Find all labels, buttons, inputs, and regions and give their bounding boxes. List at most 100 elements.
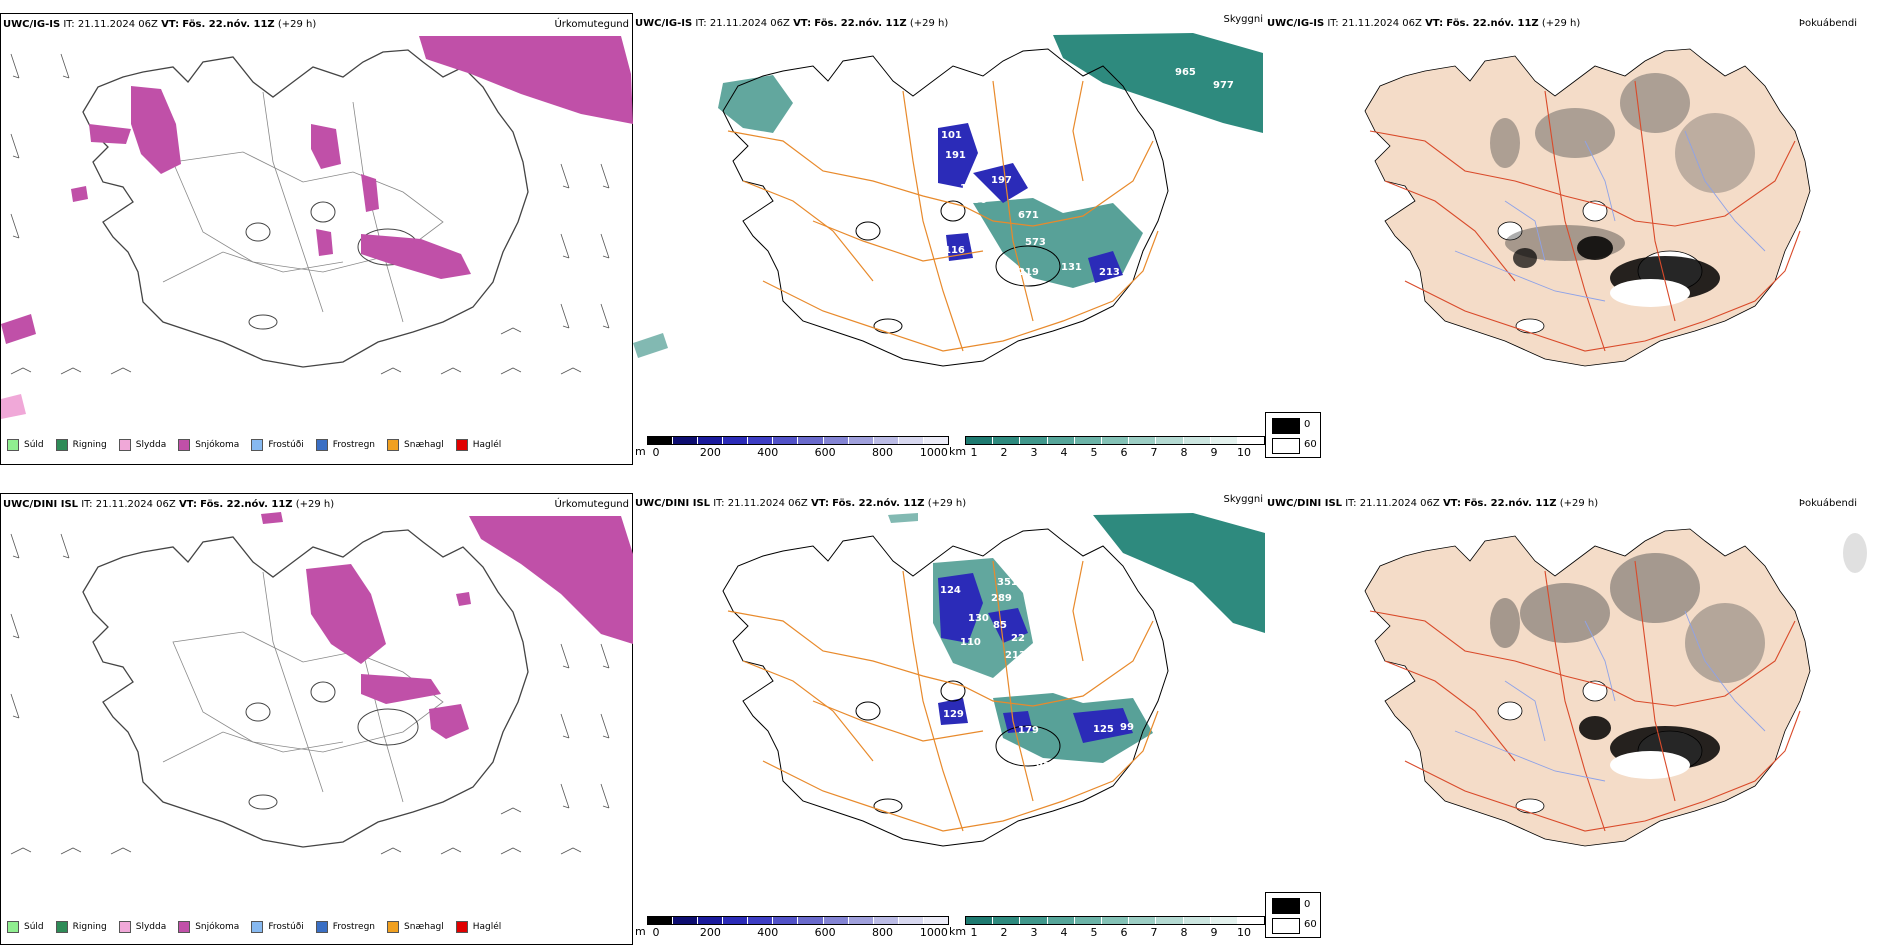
svg-text:931: 931 [1036,761,1057,772]
svg-text:977: 977 [1213,80,1234,91]
height-colorbar-strip [647,436,949,445]
snow-areas [1,36,633,419]
fog-legend-dark [1272,898,1300,914]
km-colorbar: km 1 2 3 4 5 6 7 8 9 10 [949,916,1265,940]
low-visibility-areas [888,513,1265,763]
km-colorbar: km 1 2 3 4 5 6 7 8 9 10 [949,436,1265,460]
fog-header-row1: UWC/IG-IS IT: 21.11.2024 06Z VT: Fös. 22… [1267,18,1581,29]
precip-legend: Súld Rigning Slydda Snjókoma Frostúði Fr… [7,921,501,933]
swatch-freezing-rain [315,921,328,933]
visibility-panel-row2: 124 351 289 130 110 85 22 213 129 179 12… [633,493,1265,945]
svg-text:351: 351 [997,577,1018,588]
km-ticks: 1 2 3 4 5 6 7 8 9 10 [970,926,1252,939]
low-visibility-areas [633,33,1263,358]
km-colorbar-strip [965,436,1265,445]
snow-areas [261,512,633,739]
swatch-rain [55,439,68,451]
fog-map [1265,13,1900,433]
precip-map [10,512,633,855]
legend-item: Snjókoma [178,921,239,933]
svg-text:136: 136 [966,195,987,206]
svg-text:965: 965 [1175,67,1196,78]
legend-item: Snjókoma [178,439,239,451]
swatch-hail [455,439,468,451]
swatch-snow [178,921,191,933]
visibility-panel-row1: 965 977 101 191 138 136 197 671 573 116 … [633,13,1265,465]
fog-shading [1490,73,1755,307]
svg-text:99: 99 [1120,722,1134,733]
svg-text:191: 191 [945,150,966,161]
fog-panel-row2: UWC/DINI ISL IT: 21.11.2024 06Z VT: Fös.… [1265,493,1900,945]
precip-legend: Súld Rigning Slydda Snjókoma Frostúði Fr… [7,439,501,451]
legend-item: Slydda [118,921,166,933]
precip-header-row2: UWC/DINI ISL IT: 21.11.2024 06Z VT: Fös.… [3,499,335,510]
fog-header-row2: UWC/DINI ISL IT: 21.11.2024 06Z VT: Fös.… [1267,498,1599,509]
swatch-hail [455,921,468,933]
swatch-freezing-rain [315,439,328,451]
svg-text:110: 110 [960,637,981,648]
height-colorbar: m 0 200 400 600 800 1000 [635,916,949,940]
km-ticks: 1 2 3 4 5 6 7 8 9 10 [970,446,1252,459]
fog-legend-light [1272,918,1300,934]
legend-item: Haglél [455,439,501,451]
swatch-sleet [118,921,131,933]
height-unit: m [635,445,646,458]
km-unit: km [949,445,967,458]
legend-item: Súld [7,439,44,451]
fog-title: Þokuábendi [1798,18,1857,29]
km-unit: km [949,925,967,938]
precip-title: Úrkomutegund [554,19,629,30]
fog-panel-row1: UWC/IG-IS IT: 21.11.2024 06Z VT: Fös. 22… [1265,13,1900,465]
svg-text:573: 573 [1025,237,1046,248]
height-colorbar: m 0 200 400 600 800 1000 [635,436,949,460]
visibility-map: 124 351 289 130 110 85 22 213 129 179 12… [633,513,1265,913]
height-unit: m [635,925,646,938]
precip-map [1,36,633,419]
precip-panel-row2: UWC/DINI ISL IT: 21.11.2024 06Z VT: Fös.… [0,493,633,945]
svg-text:289: 289 [991,593,1012,604]
legend-item: Slydda [118,439,166,451]
visibility-labels: 965 977 101 191 138 136 197 671 573 116 … [941,67,1234,306]
svg-text:22: 22 [1011,633,1025,644]
legend-item: Súld [7,921,44,933]
precip-title: Úrkomutegund [554,499,629,510]
svg-text:129: 129 [943,709,964,720]
legend-item: Rigning [55,439,107,451]
swatch-rain [55,921,68,933]
visibility-map: 965 977 101 191 138 136 197 671 573 116 … [633,33,1263,433]
svg-text:116: 116 [944,245,965,256]
visibility-title: Skyggni [1223,14,1263,25]
fog-legend-light [1272,438,1300,454]
svg-text:125: 125 [1093,724,1114,735]
height-ticks: 0 200 400 600 800 1000 [652,926,948,939]
svg-text:197: 197 [991,175,1012,186]
height-ticks: 0 200 400 600 800 1000 [652,446,948,459]
legend-item: Snæhagl [387,439,444,451]
swatch-freezing-drizzle [251,921,264,933]
legend-item: Frostregn [315,439,375,451]
svg-text:138: 138 [960,183,981,194]
fog-legend-row2: 0 60 [1265,892,1321,938]
svg-text:671: 671 [1018,210,1039,221]
legend-item: Snæhagl [387,921,444,933]
fog-title: Þokuábendi [1798,498,1857,509]
fog-shading [1490,533,1867,779]
svg-text:131: 131 [1061,262,1082,273]
svg-text:213: 213 [1005,650,1026,661]
legend-item: Frostúði [251,439,304,451]
legend-item: Frostúði [251,921,304,933]
swatch-snow-pellets [387,439,400,451]
fog-legend-dark [1272,418,1300,434]
swatch-snow-pellets [387,921,400,933]
visibility-header-row2: UWC/DINI ISL IT: 21.11.2024 06Z VT: Fös.… [635,498,967,509]
swatch-snow [178,439,191,451]
svg-text:130: 130 [968,613,989,624]
svg-text:101: 101 [941,130,962,141]
swatch-freezing-drizzle [251,439,264,451]
legend-item: Rigning [55,921,107,933]
svg-text:85: 85 [993,620,1007,631]
svg-text:213: 213 [1099,267,1120,278]
height-colorbar-strip [647,916,949,925]
legend-item: Haglél [455,921,501,933]
swatch-sleet [118,439,131,451]
